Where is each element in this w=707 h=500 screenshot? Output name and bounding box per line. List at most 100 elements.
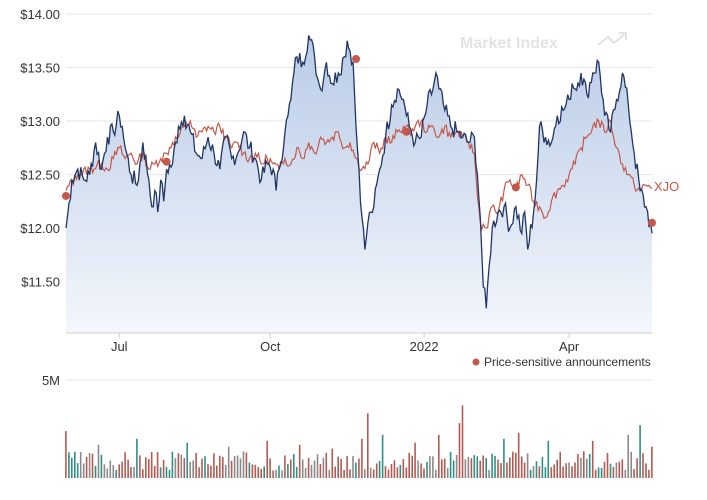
volume-bar xyxy=(443,458,446,478)
volume-bar xyxy=(76,463,79,478)
volume-bar xyxy=(124,452,126,478)
volume-bar xyxy=(236,455,239,478)
legend-label: Price-sensitive announcements xyxy=(484,355,651,369)
legend-dot-icon xyxy=(472,358,480,366)
price-line xyxy=(65,35,653,309)
xjo-label: XJO xyxy=(654,179,679,194)
volume-bar xyxy=(538,466,541,478)
volume-bar xyxy=(630,451,632,478)
volume-bar xyxy=(127,459,129,478)
volume-bar xyxy=(648,469,650,478)
volume-bar xyxy=(603,461,606,478)
volume-bar xyxy=(74,451,76,478)
volume-bar xyxy=(438,434,440,478)
announcement-marker[interactable] xyxy=(352,54,361,63)
volume-bar xyxy=(621,459,624,478)
volume-bar xyxy=(390,464,393,478)
volume-bar xyxy=(233,456,236,478)
volume-bar xyxy=(452,460,455,478)
volume-bar xyxy=(467,456,470,478)
volume-bar xyxy=(396,467,399,478)
volume-bar xyxy=(304,468,307,478)
volume-bar xyxy=(639,425,641,478)
price-area xyxy=(66,35,652,334)
volume-bar xyxy=(615,462,618,478)
volume-bar xyxy=(257,467,260,478)
volume-bar xyxy=(417,460,419,478)
y-tick-label: $13.00 xyxy=(20,114,60,129)
volume-bar xyxy=(287,463,289,478)
volume-bar xyxy=(331,448,334,478)
volume-bar xyxy=(414,442,416,478)
volume-bar xyxy=(645,463,647,478)
volume-bar xyxy=(597,467,600,478)
volume-bar xyxy=(153,466,156,478)
volume-bar xyxy=(364,469,366,478)
volume-bar xyxy=(541,456,544,478)
trend-icon xyxy=(597,32,627,46)
volume-bar xyxy=(307,457,310,478)
announcement-marker[interactable] xyxy=(511,183,520,192)
volume-bar xyxy=(79,452,82,478)
volume-bar xyxy=(520,456,523,478)
volume-bar xyxy=(106,468,109,478)
volume-bar xyxy=(227,446,230,478)
volume-bar xyxy=(420,463,422,478)
volume-bar xyxy=(633,469,635,478)
volume-bar xyxy=(313,460,316,478)
volume-bar xyxy=(260,468,262,478)
volume-bar xyxy=(461,405,464,478)
volume-bar xyxy=(426,461,428,478)
volume-bar xyxy=(517,432,520,478)
volume-bar xyxy=(165,466,168,478)
volume-bar xyxy=(384,466,387,478)
volume-bar xyxy=(319,464,322,478)
volume-bar xyxy=(361,438,363,478)
volume-bar xyxy=(387,469,390,478)
announcement-markers xyxy=(62,54,656,227)
volume-bar xyxy=(547,440,550,478)
volume-bar xyxy=(449,451,452,478)
volume-bar xyxy=(266,440,268,478)
volume-bar xyxy=(301,459,304,478)
volume-bar xyxy=(372,469,375,478)
volume-bar xyxy=(251,464,254,478)
volume-bar xyxy=(130,467,132,478)
volume-max-label: 5M xyxy=(42,373,60,388)
y-tick-label: $12.00 xyxy=(20,221,60,236)
watermark: Market Index xyxy=(460,32,627,52)
announcement-marker[interactable] xyxy=(162,157,171,166)
volume-bar xyxy=(159,467,162,478)
volume-bar xyxy=(242,451,245,478)
volume-bar xyxy=(591,440,594,478)
volume-bar xyxy=(464,459,467,478)
volume-bar xyxy=(606,453,609,478)
volume-bar xyxy=(429,456,431,478)
volume-bar xyxy=(192,460,194,478)
x-tick-label: Oct xyxy=(260,339,281,354)
volume-bar xyxy=(636,458,638,478)
announcement-marker[interactable] xyxy=(402,127,411,136)
volume-bar xyxy=(367,413,369,478)
volume-bar xyxy=(378,461,381,478)
volume-bar xyxy=(103,464,106,478)
volume-bar xyxy=(612,466,615,478)
volume-bar xyxy=(355,462,357,478)
announcement-marker[interactable] xyxy=(648,218,656,227)
volume-bar xyxy=(405,467,408,478)
volume-bar xyxy=(651,446,653,478)
volume-bar xyxy=(600,467,603,478)
volume-bar xyxy=(278,465,280,478)
volume-bar xyxy=(532,466,535,478)
volume-bar xyxy=(402,459,405,478)
volume-bar xyxy=(121,461,123,478)
volume-bar xyxy=(245,452,248,478)
volume-bar xyxy=(337,456,339,478)
volume-bar xyxy=(239,458,242,478)
volume-bar xyxy=(224,465,227,478)
volume-bar xyxy=(553,464,555,478)
volume-bar xyxy=(523,462,526,478)
announcement-marker[interactable] xyxy=(62,191,70,200)
volume-bar xyxy=(210,465,212,478)
volume-bar xyxy=(133,467,135,478)
